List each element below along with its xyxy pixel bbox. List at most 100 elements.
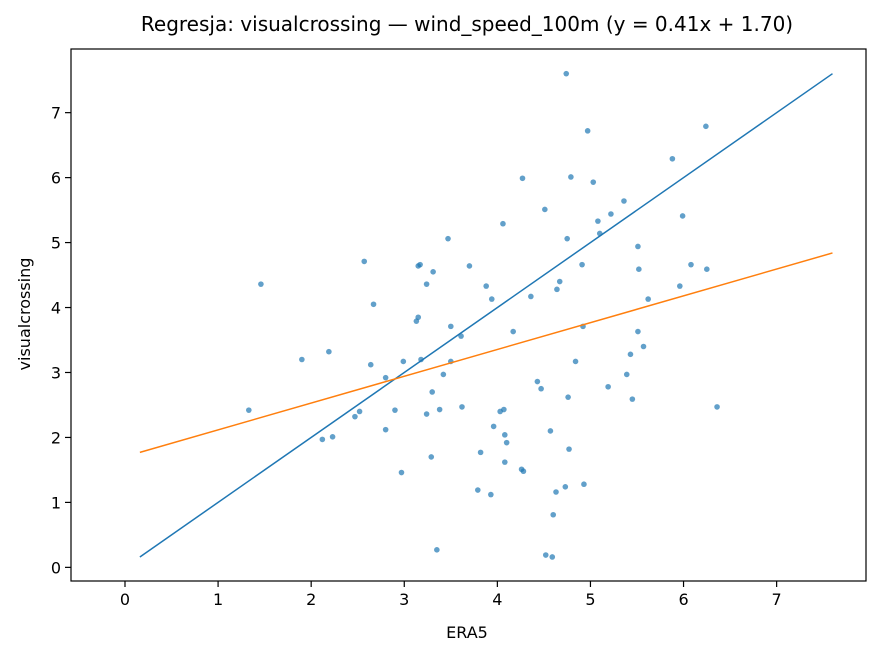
data-point bbox=[367, 361, 374, 368]
data-point bbox=[502, 432, 508, 438]
data-point bbox=[581, 481, 587, 488]
data-point bbox=[553, 489, 559, 495]
data-point bbox=[429, 389, 435, 395]
data-point bbox=[436, 406, 443, 413]
x-tick-label: 2 bbox=[306, 590, 316, 609]
data-point bbox=[568, 174, 574, 180]
data-point bbox=[605, 383, 611, 390]
data-layer bbox=[139, 70, 833, 560]
data-point bbox=[562, 484, 569, 490]
data-point bbox=[556, 278, 563, 285]
data-point bbox=[445, 235, 451, 242]
data-point bbox=[319, 436, 326, 443]
data-point bbox=[430, 269, 436, 275]
y-tick-label: 7 bbox=[51, 104, 61, 123]
data-point bbox=[415, 314, 422, 321]
y-tick-label: 3 bbox=[51, 363, 61, 382]
data-point bbox=[448, 323, 454, 330]
data-point bbox=[669, 155, 676, 162]
data-point bbox=[564, 235, 570, 242]
data-point bbox=[565, 394, 571, 400]
data-point bbox=[500, 220, 506, 227]
data-point bbox=[466, 263, 473, 269]
data-point bbox=[356, 408, 363, 415]
data-point bbox=[398, 469, 405, 476]
data-point bbox=[503, 439, 510, 446]
data-point bbox=[554, 286, 560, 293]
data-point bbox=[475, 487, 481, 493]
data-point bbox=[621, 198, 627, 204]
x-tick-label: 6 bbox=[678, 590, 688, 609]
x-tick-label: 1 bbox=[213, 590, 223, 609]
data-point bbox=[704, 266, 710, 273]
data-point bbox=[629, 396, 636, 402]
data-point bbox=[714, 404, 720, 410]
data-point bbox=[636, 266, 642, 273]
data-point bbox=[595, 218, 601, 224]
data-point bbox=[608, 211, 614, 217]
data-point bbox=[542, 206, 548, 213]
data-point bbox=[688, 261, 694, 268]
regression-line bbox=[139, 252, 833, 454]
data-point bbox=[440, 371, 447, 378]
data-point bbox=[258, 281, 264, 287]
data-point bbox=[563, 70, 570, 77]
data-point bbox=[392, 407, 398, 413]
data-point bbox=[579, 261, 585, 268]
identity-line bbox=[139, 73, 833, 558]
data-point bbox=[329, 433, 336, 440]
x-tick-label: 3 bbox=[399, 590, 409, 609]
data-point bbox=[488, 491, 494, 498]
data-point bbox=[501, 406, 507, 413]
data-point bbox=[550, 511, 557, 518]
data-point bbox=[584, 128, 591, 134]
data-point bbox=[528, 293, 534, 300]
data-point bbox=[590, 179, 597, 185]
data-point bbox=[417, 261, 423, 268]
data-point bbox=[572, 358, 579, 365]
data-point bbox=[677, 283, 683, 289]
y-axis-label: visualcrossing bbox=[15, 258, 34, 371]
data-point bbox=[623, 371, 630, 378]
data-point bbox=[370, 301, 377, 308]
x-axis-label: ERA5 bbox=[446, 623, 488, 642]
axes-frame bbox=[70, 48, 867, 582]
axes: 0 1 2 3 4 5 6 7 0 1 2 3 4 5 6 7 bbox=[51, 48, 867, 609]
x-tick-label: 5 bbox=[585, 590, 595, 609]
data-point bbox=[534, 378, 541, 385]
x-tick-label: 4 bbox=[492, 590, 502, 609]
y-tick-label: 6 bbox=[51, 169, 61, 188]
data-point bbox=[566, 446, 572, 452]
data-point bbox=[423, 281, 430, 287]
data-point bbox=[645, 296, 651, 302]
y-tick-label: 4 bbox=[51, 299, 61, 318]
plot-area bbox=[139, 70, 833, 560]
data-point bbox=[520, 468, 527, 475]
data-point bbox=[246, 407, 252, 413]
data-point bbox=[627, 351, 634, 358]
data-point bbox=[549, 554, 556, 560]
data-point bbox=[382, 426, 389, 433]
data-point bbox=[542, 552, 549, 558]
y-tick-label: 5 bbox=[51, 234, 61, 253]
data-point bbox=[519, 175, 526, 182]
data-point bbox=[477, 449, 484, 456]
data-point bbox=[510, 328, 516, 335]
data-point bbox=[635, 328, 641, 335]
y-tick-label: 0 bbox=[51, 558, 61, 577]
data-point bbox=[488, 296, 495, 302]
data-point bbox=[352, 413, 358, 420]
chart-title: Regresja: visualcrossing — wind_speed_10… bbox=[141, 12, 793, 36]
data-point bbox=[400, 358, 407, 365]
data-point bbox=[547, 428, 554, 434]
data-point bbox=[428, 454, 435, 460]
data-point bbox=[679, 213, 686, 219]
y-tick-label: 1 bbox=[51, 493, 61, 512]
x-tick-label: 7 bbox=[772, 590, 782, 609]
data-point bbox=[538, 385, 544, 392]
data-point bbox=[635, 243, 641, 250]
data-point bbox=[640, 343, 647, 350]
data-point bbox=[483, 283, 489, 289]
